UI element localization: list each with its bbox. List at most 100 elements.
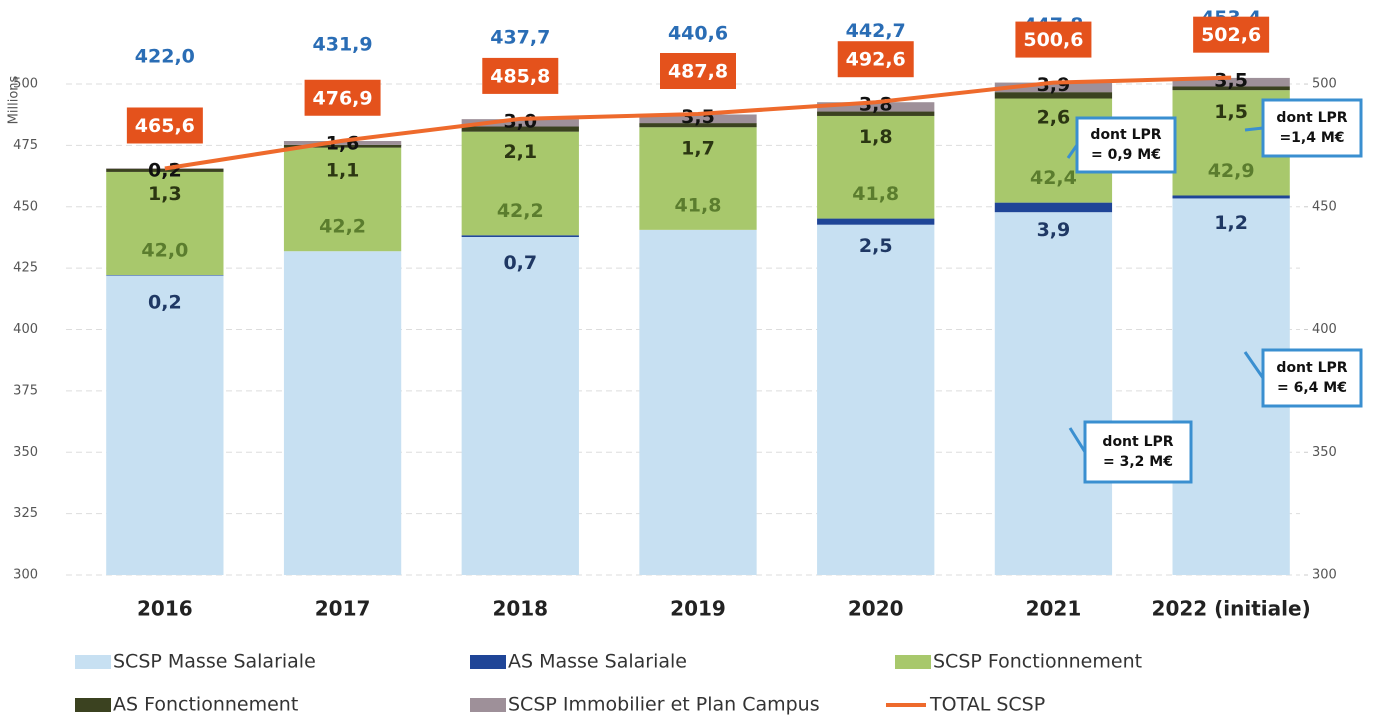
value-label: 0,7 bbox=[503, 252, 537, 274]
value-label: 440,6 bbox=[668, 23, 728, 45]
annotation-pointer bbox=[1068, 427, 1087, 453]
value-label: 1,5 bbox=[1214, 101, 1248, 123]
bar-segment bbox=[106, 275, 224, 575]
bar-segment bbox=[994, 82, 1113, 93]
y-axis-label: Millions bbox=[7, 75, 22, 124]
annotation-pointer bbox=[1243, 351, 1265, 379]
value-label: 3,5 bbox=[681, 106, 715, 128]
legend-swatch bbox=[470, 698, 506, 712]
legend-label: TOTAL SCSP bbox=[929, 694, 1045, 716]
y2-tick-label: 400 bbox=[1312, 322, 1337, 337]
bar-segment bbox=[1172, 77, 1290, 87]
total-label: 465,6 bbox=[135, 115, 195, 137]
y-tick-label: 475 bbox=[13, 138, 38, 153]
bar-segment bbox=[817, 218, 935, 225]
bar-segment bbox=[639, 114, 757, 124]
x-tick-label: 2021 bbox=[1026, 597, 1082, 621]
bar-segment bbox=[817, 224, 935, 575]
total-label: 492,6 bbox=[846, 49, 906, 71]
y-tick-label: 400 bbox=[13, 322, 38, 337]
annotation-text: dont LPR bbox=[1102, 434, 1173, 450]
value-label: 3,5 bbox=[1214, 69, 1248, 91]
y2-tick-label: 300 bbox=[1312, 568, 1337, 583]
legend-label: AS Masse Salariale bbox=[508, 651, 687, 673]
value-label: 1,1 bbox=[326, 159, 360, 181]
value-label: 3,0 bbox=[503, 111, 537, 133]
y-tick-label: 375 bbox=[13, 383, 38, 398]
value-label: 2,6 bbox=[1037, 107, 1071, 129]
total-label-box bbox=[482, 57, 559, 94]
bar-segment bbox=[283, 251, 402, 575]
total-label: 500,6 bbox=[1023, 29, 1083, 51]
annotation-box bbox=[1261, 98, 1363, 158]
bar-segment bbox=[461, 236, 579, 575]
bar-segment bbox=[639, 127, 757, 230]
bar-segment bbox=[106, 171, 224, 276]
x-tick-label: 2016 bbox=[137, 597, 193, 621]
legend-label: SCSP Fonctionnement bbox=[933, 651, 1142, 673]
value-label: 42,9 bbox=[1208, 160, 1255, 182]
x-tick-label: 2017 bbox=[315, 597, 371, 621]
value-label: 442,7 bbox=[846, 20, 906, 42]
value-label: 42,0 bbox=[141, 240, 188, 262]
bar-segment bbox=[461, 131, 579, 236]
total-label-box bbox=[1193, 16, 1270, 53]
value-label: 0,2 bbox=[148, 292, 182, 314]
value-label: 1,8 bbox=[859, 126, 893, 148]
y-tick-label: 425 bbox=[13, 261, 38, 276]
x-tick-label: 2022 (initiale) bbox=[1152, 597, 1311, 621]
y2-tick-label: 350 bbox=[1312, 445, 1337, 460]
bar-segment bbox=[283, 144, 402, 148]
value-label: 2,5 bbox=[859, 235, 893, 257]
legend-swatch bbox=[75, 698, 111, 712]
total-label: 476,9 bbox=[313, 87, 373, 109]
annotation-text: dont LPR bbox=[1276, 110, 1347, 126]
total-line bbox=[164, 75, 1232, 171]
annotation-box bbox=[1083, 420, 1193, 484]
y2-tick-label: 500 bbox=[1312, 77, 1337, 92]
total-label-box bbox=[837, 41, 914, 78]
value-label: 3,9 bbox=[1037, 219, 1071, 241]
x-tick-label: 2020 bbox=[848, 597, 904, 621]
bar-segment bbox=[817, 115, 935, 219]
y-tick-label: 300 bbox=[13, 568, 38, 583]
annotation-text: = 0,9 M€ bbox=[1091, 147, 1161, 163]
bar-segment bbox=[994, 212, 1113, 575]
legend-label: AS Fonctionnement bbox=[113, 694, 298, 716]
bar-segment bbox=[1172, 86, 1290, 91]
bar-segment bbox=[283, 147, 402, 252]
y2-tick-label: 450 bbox=[1312, 199, 1337, 214]
legend-label: SCSP Immobilier et Plan Campus bbox=[508, 694, 820, 716]
x-tick-label: 2019 bbox=[670, 597, 726, 621]
value-label: 0,2 bbox=[148, 160, 182, 182]
y-tick-label: 325 bbox=[13, 506, 38, 521]
y-tick-label: 500 bbox=[13, 77, 38, 92]
value-label: 422,0 bbox=[135, 46, 195, 68]
value-label: 42,2 bbox=[497, 200, 544, 222]
bar-segment bbox=[461, 119, 579, 127]
value-label: 3,8 bbox=[859, 94, 893, 116]
y-tick-label: 450 bbox=[13, 199, 38, 214]
total-label-box bbox=[304, 79, 381, 116]
bar-segment bbox=[1172, 195, 1290, 199]
bar-segment bbox=[106, 168, 224, 172]
bar-segment bbox=[817, 102, 935, 112]
value-label: 1,2 bbox=[1214, 212, 1248, 234]
total-label-box bbox=[1015, 21, 1092, 58]
bar-segment bbox=[461, 235, 579, 237]
bar-segment bbox=[994, 202, 1113, 213]
value-label: 41,8 bbox=[852, 183, 899, 205]
y-tick-label: 350 bbox=[13, 445, 38, 460]
value-label: 431,9 bbox=[313, 33, 373, 55]
value-label: 42,4 bbox=[1030, 167, 1077, 189]
annotation-text: = 3,2 M€ bbox=[1103, 454, 1173, 470]
legend-label: SCSP Masse Salariale bbox=[113, 651, 316, 673]
total-label-box bbox=[660, 52, 736, 89]
value-label: 3,9 bbox=[1037, 74, 1071, 96]
legend-swatch bbox=[895, 655, 931, 669]
annotation-text: dont LPR bbox=[1090, 127, 1161, 143]
value-label: 1,7 bbox=[681, 138, 715, 160]
annotation-box bbox=[1261, 348, 1363, 408]
annotation-text: = 6,4 M€ bbox=[1277, 380, 1347, 396]
